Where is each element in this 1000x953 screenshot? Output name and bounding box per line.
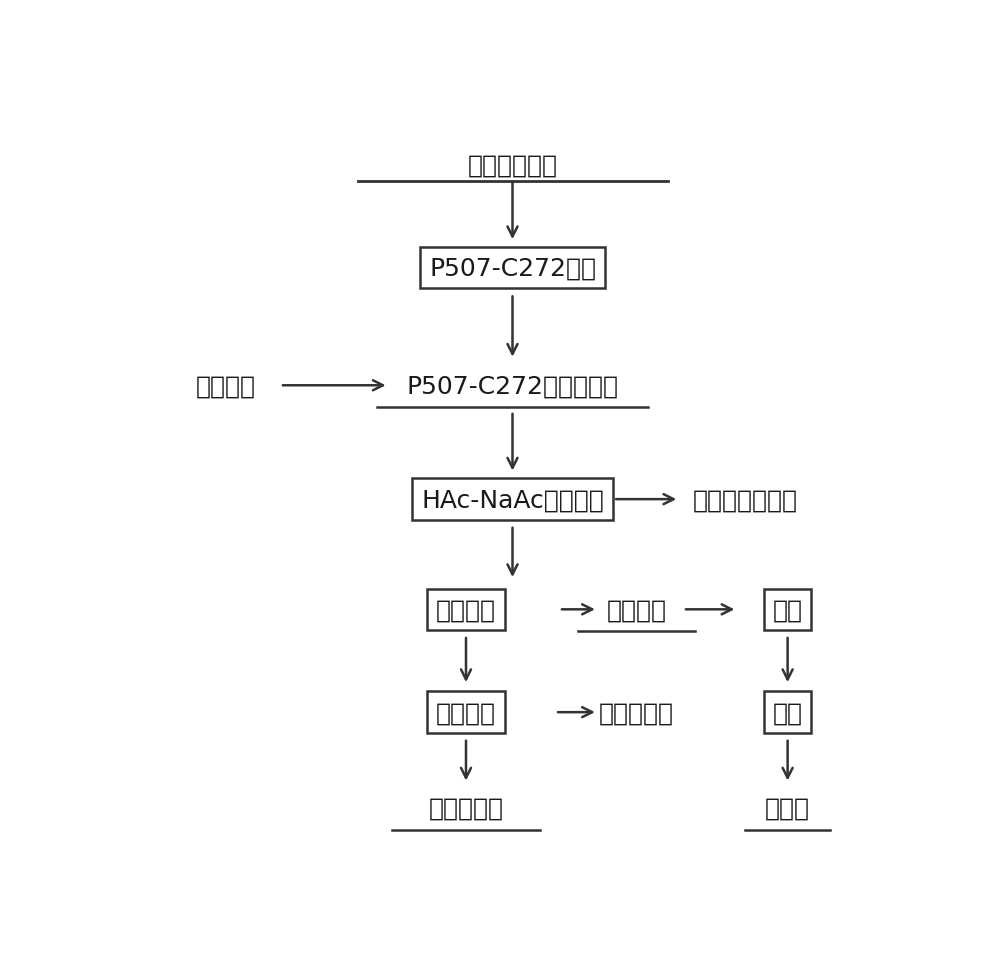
Text: HAc-NaAc溶液淤洗: HAc-NaAc溶液淤洗 [421, 488, 604, 512]
Text: 浓缩: 浓缩 [773, 598, 803, 621]
Text: 阴极钔: 阴极钔 [765, 796, 810, 820]
Text: 含钔料液: 含钔料液 [196, 374, 256, 397]
Text: P507-C272萌淤树脂柱: P507-C272萌淤树脂柱 [406, 374, 618, 397]
Text: P507-C272吸附: P507-C272吸附 [429, 256, 596, 280]
Text: 硫酸淤洗: 硫酸淤洗 [436, 598, 496, 621]
Text: 钔反萌液: 钔反萌液 [606, 598, 666, 621]
Text: 再生后树脂: 再生后树脂 [428, 796, 504, 820]
Text: 电积: 电积 [773, 700, 803, 724]
Text: 萌余液返回处理: 萌余液返回处理 [692, 488, 798, 512]
Text: 大孔吸附树脂: 大孔吸附树脂 [468, 153, 558, 177]
Text: 废酸另处理: 废酸另处理 [599, 700, 674, 724]
Text: 酸洗再生: 酸洗再生 [436, 700, 496, 724]
